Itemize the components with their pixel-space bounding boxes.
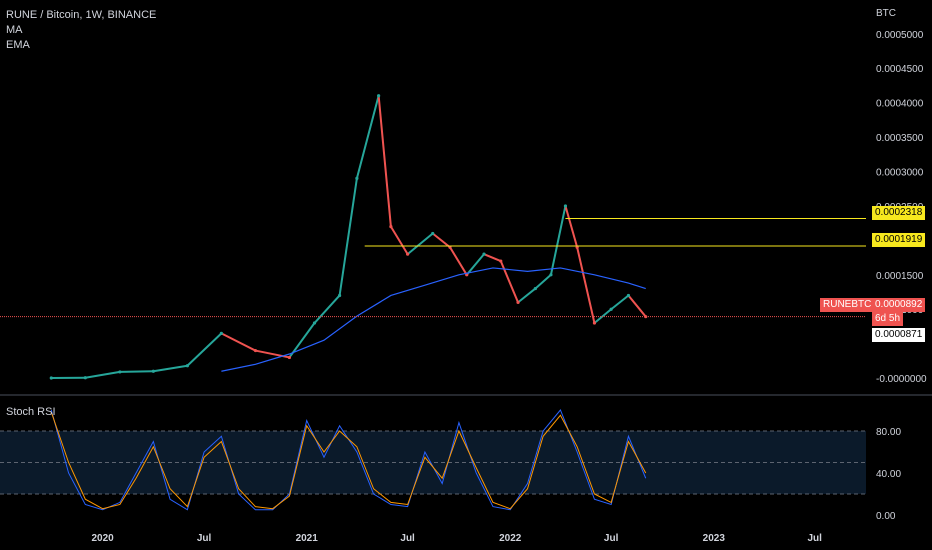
price-point bbox=[118, 370, 122, 374]
countdown-tag: 6d 5h bbox=[872, 312, 904, 326]
price-segment bbox=[313, 294, 341, 324]
price-segment bbox=[255, 349, 290, 359]
indicator-ema-label[interactable]: EMA bbox=[6, 39, 30, 51]
stoch-tick-label: 0.00 bbox=[876, 511, 896, 522]
price-point bbox=[253, 348, 257, 353]
symbol-tag: RUNEBTC bbox=[820, 298, 875, 312]
stoch-rsi-title[interactable]: Stoch RSI bbox=[6, 406, 56, 418]
last-price-tag: 0.0000892 bbox=[872, 298, 926, 312]
price-point bbox=[609, 307, 613, 311]
price-segment bbox=[564, 205, 579, 248]
price-segment bbox=[355, 95, 380, 179]
price-point bbox=[465, 273, 469, 277]
x-tick-label: Jul bbox=[807, 533, 822, 544]
price-segment bbox=[610, 294, 630, 311]
y-tick-label: 0.0003500 bbox=[876, 133, 924, 144]
stoch-d-line bbox=[50, 411, 647, 510]
price-point bbox=[563, 204, 568, 208]
price-point bbox=[83, 376, 87, 380]
price-segment bbox=[186, 332, 223, 367]
price-segment bbox=[432, 232, 451, 249]
ma-line bbox=[221, 267, 646, 372]
y-tick-label: -0.0000000 bbox=[876, 374, 927, 385]
price-point bbox=[592, 321, 597, 325]
price-segment bbox=[390, 226, 409, 255]
prev-close-tag: 0.0000871 bbox=[872, 328, 926, 342]
price-segment bbox=[449, 246, 468, 276]
level-low-tag: 0.0001919 bbox=[872, 233, 926, 247]
price-segment bbox=[593, 308, 612, 324]
price-segment bbox=[119, 370, 154, 373]
price-point bbox=[431, 231, 435, 236]
y-tick-label: 0.0004000 bbox=[876, 99, 924, 110]
price-segment bbox=[549, 205, 567, 276]
price-segment bbox=[377, 95, 392, 227]
x-tick-label: Jul bbox=[197, 533, 212, 544]
y-tick-label: 0.0005000 bbox=[876, 30, 924, 41]
price-segment bbox=[338, 178, 358, 296]
price-point bbox=[448, 245, 452, 249]
price-point bbox=[337, 293, 342, 298]
price-point bbox=[287, 355, 292, 360]
price-segment bbox=[220, 332, 256, 352]
x-tick-label: 2020 bbox=[91, 533, 114, 544]
price-point bbox=[575, 245, 579, 249]
price-segment bbox=[483, 253, 502, 262]
price-point bbox=[549, 273, 553, 277]
price-point bbox=[533, 286, 537, 291]
price-segment bbox=[534, 274, 552, 290]
stoch-tick-label: 80.00 bbox=[876, 427, 901, 438]
x-tick-label: 2023 bbox=[703, 533, 726, 544]
indicator-ma-label[interactable]: MA bbox=[6, 24, 23, 36]
price-point bbox=[377, 94, 381, 98]
price-point bbox=[389, 225, 393, 229]
chart-title: RUNE / Bitcoin, 1W, BINANCE bbox=[6, 9, 157, 21]
price-segment bbox=[627, 294, 647, 318]
x-tick-label: 2022 bbox=[499, 533, 522, 544]
price-point bbox=[219, 331, 223, 335]
chart-legend: RUNE / Bitcoin, 1W, BINANCE MA EMA bbox=[6, 8, 156, 53]
y-tick-label: 0.0003000 bbox=[876, 168, 924, 179]
price-segment bbox=[465, 253, 485, 276]
price-point bbox=[644, 315, 648, 319]
y-tick-label: 0.0004500 bbox=[876, 64, 924, 75]
price-point bbox=[49, 376, 53, 380]
price-segment bbox=[499, 260, 519, 303]
price-point bbox=[406, 252, 410, 256]
price-segment bbox=[85, 370, 121, 379]
price-point bbox=[516, 300, 520, 304]
price-point bbox=[312, 321, 317, 325]
price-segment bbox=[153, 364, 188, 373]
currency-label: BTC bbox=[876, 8, 896, 19]
price-point bbox=[482, 252, 486, 256]
price-point bbox=[151, 369, 155, 373]
price-point bbox=[499, 259, 503, 263]
x-tick-label: Jul bbox=[400, 533, 415, 544]
y-tick-label: 0.0001500 bbox=[876, 271, 924, 282]
price-segment bbox=[576, 247, 596, 324]
price-point bbox=[355, 176, 359, 180]
price-segment bbox=[517, 287, 536, 304]
stoch-tick-label: 40.00 bbox=[876, 469, 901, 480]
price-point bbox=[626, 293, 631, 298]
x-tick-label: 2021 bbox=[296, 533, 319, 544]
price-point bbox=[185, 364, 189, 368]
x-tick-label: Jul bbox=[604, 533, 619, 544]
level-high-tag: 0.0002318 bbox=[872, 206, 926, 220]
price-segment bbox=[406, 232, 434, 255]
